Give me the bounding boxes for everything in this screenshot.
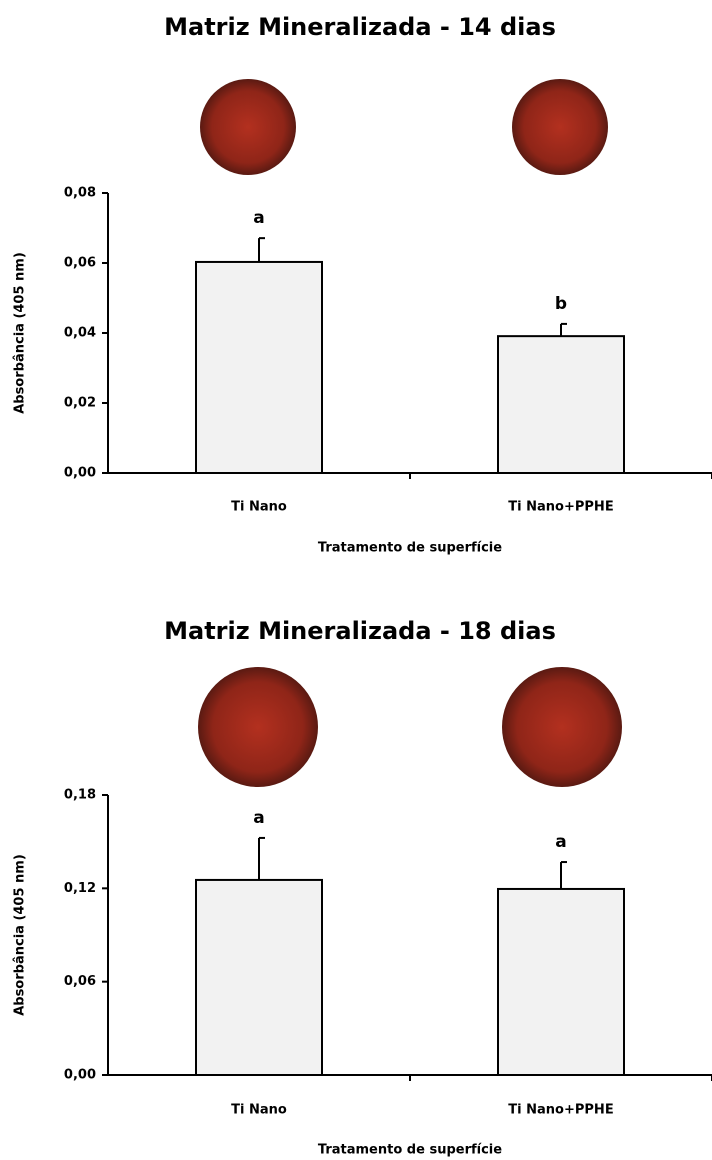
chart-title: Matriz Mineralizada - 14 dias <box>164 13 556 41</box>
bar <box>196 880 322 1075</box>
y-tick-label: 0,18 <box>64 788 96 803</box>
y-axis-label: Absorbância (405 nm) <box>13 854 28 1016</box>
x-tick-label: Ti Nano+PPHE <box>508 500 613 515</box>
significance-label: a <box>253 208 264 228</box>
bar <box>196 262 322 473</box>
well-image <box>200 79 296 175</box>
y-axis-label: Absorbância (405 nm) <box>13 252 28 414</box>
y-tick-label: 0,00 <box>64 466 96 481</box>
x-axis-label: Tratamento de superfície <box>318 1143 502 1158</box>
well-image <box>502 667 622 787</box>
y-tick-label: 0,08 <box>64 186 96 201</box>
significance-label: a <box>253 808 264 828</box>
y-tick-label: 0,06 <box>64 974 96 989</box>
figure: Matriz Mineralizada - 14 dias Absorbância… <box>0 0 712 1160</box>
bar <box>498 336 624 473</box>
y-tick-label: 0,00 <box>64 1068 96 1083</box>
y-tick-label: 0,12 <box>64 881 96 896</box>
chart-title: Matriz Mineralizada - 18 dias <box>164 617 556 645</box>
x-tick-label: Ti Nano <box>231 1103 287 1118</box>
well-image <box>198 667 318 787</box>
x-tick-label: Ti Nano <box>231 500 287 515</box>
well-image <box>512 79 608 175</box>
y-tick-label: 0,04 <box>64 326 96 341</box>
x-axis-label: Tratamento de superfície <box>318 541 502 556</box>
significance-label: a <box>555 832 566 852</box>
x-tick-label: Ti Nano+PPHE <box>508 1103 613 1118</box>
y-tick-label: 0,06 <box>64 256 96 271</box>
y-tick-label: 0,02 <box>64 396 96 411</box>
bar <box>498 889 624 1075</box>
significance-label: b <box>555 294 567 314</box>
